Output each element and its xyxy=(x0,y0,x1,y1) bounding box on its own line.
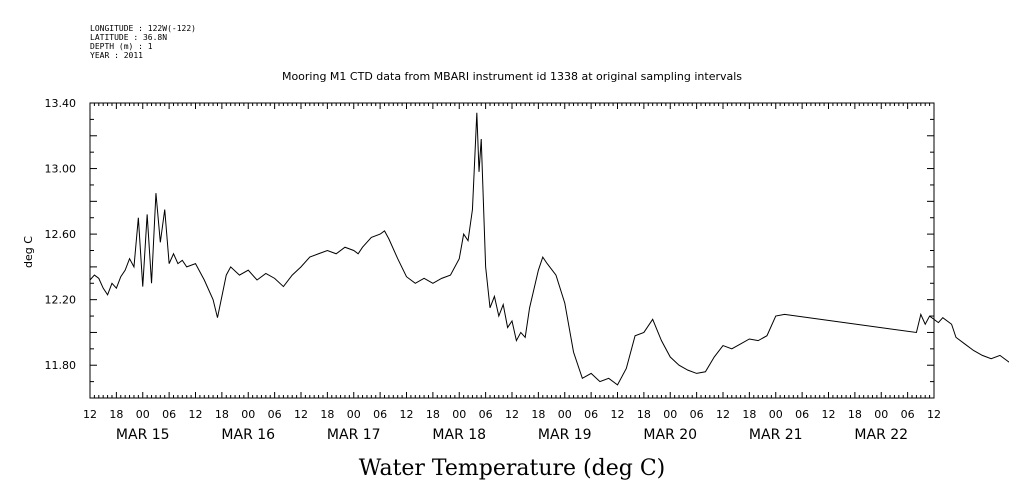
y-tick-label: 13.40 xyxy=(45,97,77,110)
x-tick-label: 06 xyxy=(690,408,704,421)
x-tick-label: 18 xyxy=(426,408,440,421)
x-tick-label: 06 xyxy=(901,408,915,421)
x-tick-label: 12 xyxy=(716,408,730,421)
x-tick-label: 00 xyxy=(452,408,466,421)
date-label: MAR 16 xyxy=(221,427,275,443)
x-tick-label: 00 xyxy=(347,408,361,421)
chart-title: Mooring M1 CTD data from MBARI instrumen… xyxy=(282,70,742,83)
x-tick-label: 12 xyxy=(189,408,203,421)
x-tick-label: 00 xyxy=(769,408,783,421)
meta-line: LATITUDE : 36.8N xyxy=(90,33,167,42)
date-label: MAR 15 xyxy=(116,427,170,443)
date-labels: MAR 15 MAR 16 MAR 17 MAR 18 MAR 19 MAR 20 MAR … xyxy=(116,427,908,443)
x-tick-label: 00 xyxy=(663,408,677,421)
x-tick-label: 00 xyxy=(874,408,888,421)
meta-line: YEAR : 2011 xyxy=(90,51,143,60)
x-tick-label: 00 xyxy=(136,408,150,421)
date-label: MAR 22 xyxy=(854,427,908,443)
series-line xyxy=(89,112,1009,386)
x-tick-label: 00 xyxy=(558,408,572,421)
x-tick-label: 06 xyxy=(584,408,598,421)
y-tick-label: 12.20 xyxy=(45,294,77,307)
x-tick-label: 18 xyxy=(742,408,756,421)
metadata-block: LONGITUDE : 122W(-122) LATITUDE : 36.8N … xyxy=(90,24,196,60)
x-tick-label: 12 xyxy=(294,408,308,421)
x-axis-label: Water Temperature (deg C) xyxy=(359,456,666,481)
y-tick-label: 12.60 xyxy=(45,228,77,241)
x-tick-label: 06 xyxy=(479,408,493,421)
meta-line: LONGITUDE : 122W(-122) xyxy=(90,24,196,33)
y-axis-label: deg C xyxy=(22,236,35,268)
x-tick-label: 18 xyxy=(320,408,334,421)
x-tick-label: 06 xyxy=(268,408,282,421)
x-tick-label: 06 xyxy=(162,408,176,421)
date-label: MAR 19 xyxy=(538,427,592,443)
axis-ticks xyxy=(89,102,935,399)
x-tick-label: 18 xyxy=(637,408,651,421)
date-label: MAR 20 xyxy=(643,427,697,443)
x-tick-label: 12 xyxy=(83,408,97,421)
x-tick-label: 06 xyxy=(373,408,387,421)
x-tick-label: 18 xyxy=(109,408,123,421)
x-tick-label: 12 xyxy=(611,408,625,421)
plot-frame xyxy=(89,102,935,399)
x-tick-label: 12 xyxy=(505,408,519,421)
x-tick-label: 12 xyxy=(822,408,836,421)
y-tick-label: 11.80 xyxy=(45,359,77,372)
x-tick-label: 06 xyxy=(795,408,809,421)
meta-line: DEPTH (m) : 1 xyxy=(90,42,153,51)
x-tick-label: 18 xyxy=(531,408,545,421)
date-label: MAR 21 xyxy=(749,427,803,443)
x-tick-label: 12 xyxy=(927,408,941,421)
x-tick-label: 18 xyxy=(848,408,862,421)
x-tick-labels: 12 18 00 06 12 18 00 06 12 18 00 06 12 18 00 06 12 18 00 06… xyxy=(83,408,941,421)
date-label: MAR 18 xyxy=(432,427,486,443)
x-tick-label: 18 xyxy=(215,408,229,421)
x-tick-label: 12 xyxy=(400,408,414,421)
y-tick-label: 13.00 xyxy=(45,163,77,176)
y-tick-labels: 11.80 12.20 12.60 13.00 13.40 xyxy=(45,97,77,372)
date-label: MAR 17 xyxy=(327,427,381,443)
x-tick-label: 00 xyxy=(241,408,255,421)
